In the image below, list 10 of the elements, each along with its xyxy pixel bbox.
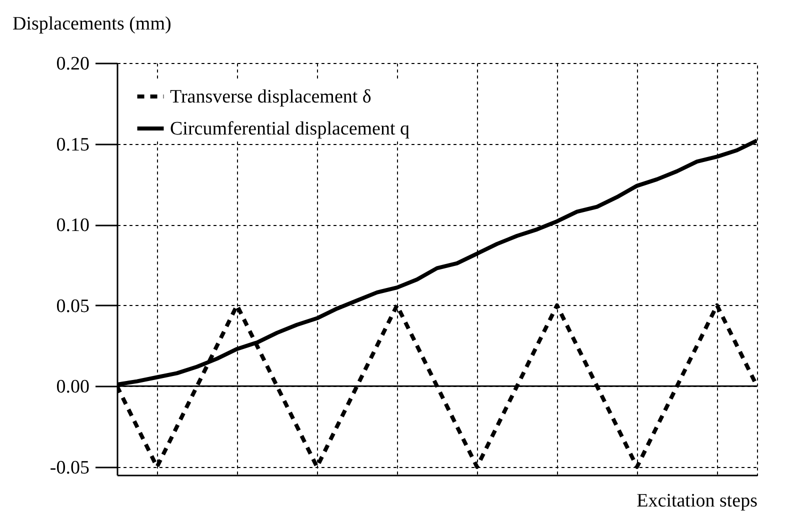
- y-axis-title: Displacements (mm): [12, 14, 172, 34]
- y-tick-label: 0.15: [56, 134, 90, 156]
- x-axis-title: Excitation steps: [636, 490, 758, 512]
- y-tick-label: 0.00: [56, 376, 90, 398]
- y-tick-label: -0.05: [50, 457, 90, 478]
- y-tick-label: 0.05: [56, 296, 90, 317]
- legend-label: Circumferential displacement q: [170, 118, 410, 140]
- y-tick-label: 0.20: [56, 54, 90, 74]
- y-tick-label: 0.10: [56, 215, 90, 236]
- legend-label: Transverse displacement δ: [170, 86, 372, 108]
